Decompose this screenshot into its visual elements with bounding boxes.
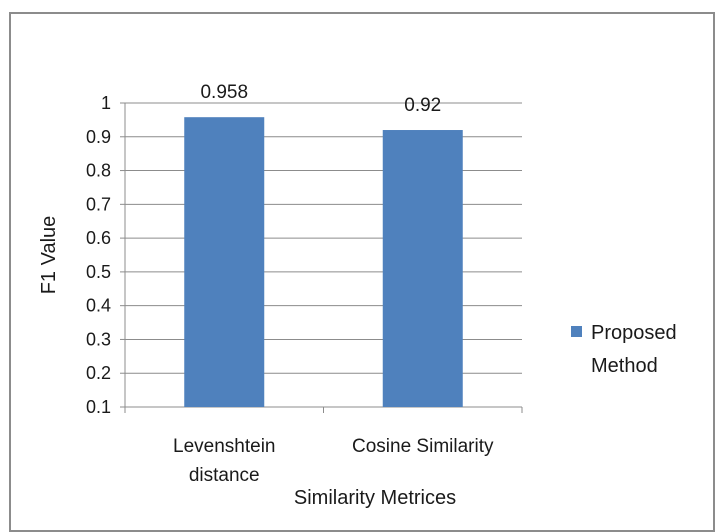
y-tick-label: 0.8 <box>86 161 111 181</box>
legend-label-line-2: Method <box>591 355 658 377</box>
legend: Proposed Method <box>571 322 677 377</box>
y-tick-label: 0.2 <box>86 363 111 383</box>
data-label: 0.92 <box>404 95 441 116</box>
y-tick-label: 0.3 <box>86 329 111 349</box>
data-labels: 0.958 0.92 <box>200 82 441 116</box>
y-tick-label: 0.5 <box>86 262 111 282</box>
bar-chart: 0.1 0.2 0.3 0.4 0.5 0.6 0.7 0.8 0.9 1 0.958 0.92 L… <box>38 82 677 509</box>
y-tick-label: 1 <box>101 93 111 113</box>
category-labels: Levenshtein distance Cosine Similarity <box>173 436 494 486</box>
y-tick-label: 0.6 <box>86 228 111 248</box>
category-label: Levenshtein <box>173 436 275 457</box>
data-label: 0.958 <box>200 82 248 103</box>
bars <box>184 117 463 407</box>
y-tick-label: 0.1 <box>86 397 111 417</box>
legend-swatch-proposed-method <box>571 326 582 337</box>
legend-label-line-1: Proposed <box>591 322 677 344</box>
y-tick-label: 0.9 <box>86 127 111 147</box>
x-axis-title: Similarity Metrices <box>294 487 456 509</box>
category-label: distance <box>189 465 260 486</box>
y-axis-title: F1 Value <box>38 216 60 295</box>
y-tick-label: 0.7 <box>86 194 111 214</box>
y-tick-label: 0.4 <box>86 296 111 316</box>
bar-1 <box>184 117 265 407</box>
y-tick-labels: 0.1 0.2 0.3 0.4 0.5 0.6 0.7 0.8 0.9 1 <box>86 93 111 417</box>
bar-2 <box>382 130 463 407</box>
category-label: Cosine Similarity <box>352 436 494 457</box>
